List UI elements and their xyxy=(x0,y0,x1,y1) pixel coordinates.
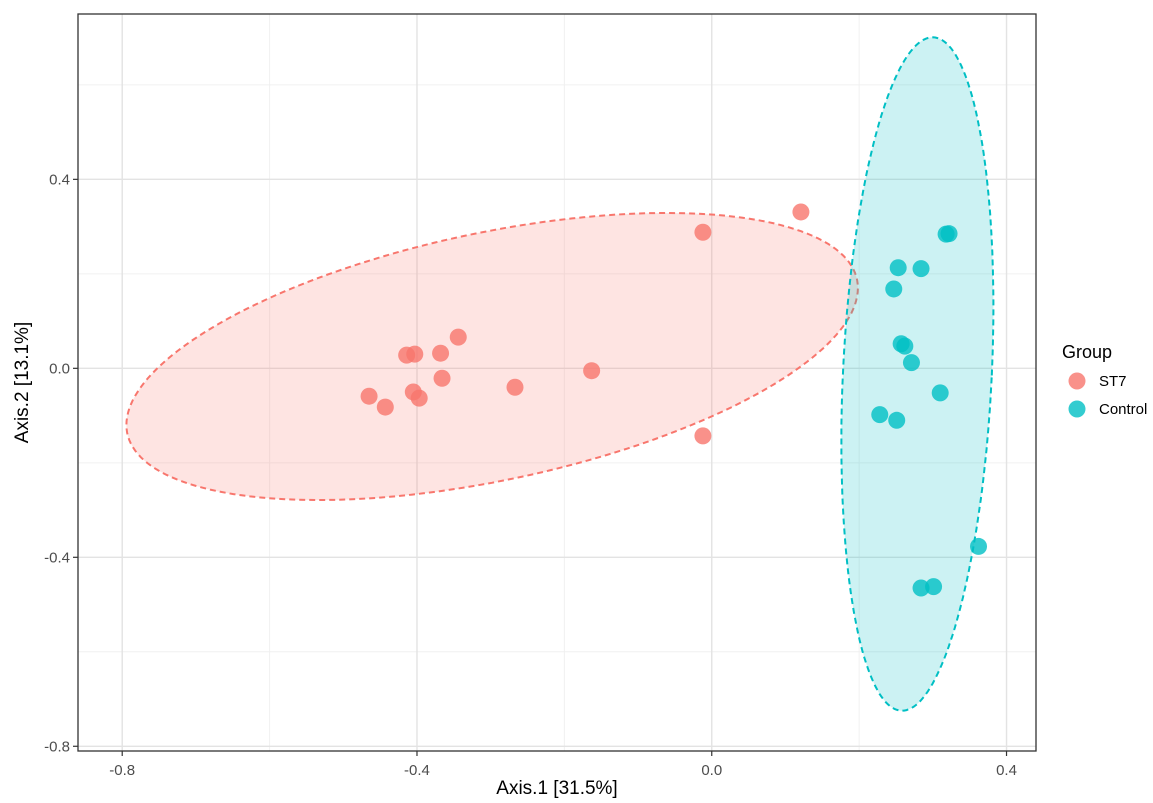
point-control xyxy=(925,578,943,596)
point-control xyxy=(896,337,914,355)
ellipse-layer xyxy=(125,36,995,712)
point-st7 xyxy=(694,223,712,241)
point-control xyxy=(912,260,930,278)
legend-label-st7: ST7 xyxy=(1099,373,1127,390)
legend-key-control xyxy=(1068,400,1086,418)
grid-layer xyxy=(78,14,1036,751)
point-control xyxy=(940,225,958,243)
point-control xyxy=(970,537,988,555)
legend-label-control: Control xyxy=(1099,401,1147,418)
y-tick-label: 0.4 xyxy=(49,171,70,188)
point-control xyxy=(912,579,930,597)
y-axis-ticks: -0.8 -0.4 0.0 0.4 xyxy=(44,171,78,755)
point-st7 xyxy=(583,362,601,380)
panel-border xyxy=(77,13,1037,752)
x-tick-label: -0.8 xyxy=(109,762,135,779)
ellipse-st7 xyxy=(125,212,859,501)
point-st7 xyxy=(792,203,810,221)
legend-key-st7 xyxy=(1068,372,1086,390)
x-axis-ticks: -0.8 -0.4 0.0 0.4 xyxy=(109,751,1017,779)
point-st7 xyxy=(449,328,467,346)
point-st7 xyxy=(432,344,450,362)
y-axis-title: Axis.2 [13.1%] xyxy=(12,322,33,443)
point-layer xyxy=(360,203,988,597)
point-st7 xyxy=(406,345,424,363)
point-st7 xyxy=(694,427,712,445)
y-tick-label: -0.8 xyxy=(44,738,70,755)
point-st7 xyxy=(410,389,428,407)
point-control xyxy=(902,354,920,372)
x-tick-label: -0.4 xyxy=(404,762,430,779)
ellipse-control xyxy=(840,36,995,712)
point-control xyxy=(889,259,907,277)
x-tick-label: 0.4 xyxy=(996,762,1017,779)
point-st7 xyxy=(506,378,524,396)
legend-items: ST7 Control xyxy=(1068,372,1147,418)
point-control xyxy=(888,411,906,429)
y-tick-label: 0.0 xyxy=(49,360,70,377)
y-tick-label: -0.4 xyxy=(44,549,70,566)
point-control xyxy=(871,406,889,424)
x-tick-label: 0.0 xyxy=(701,762,722,779)
point-st7 xyxy=(360,387,378,405)
point-st7 xyxy=(433,369,451,387)
point-control xyxy=(885,280,903,298)
legend-title: Group xyxy=(1062,342,1112,362)
point-st7 xyxy=(376,398,394,416)
point-control xyxy=(931,384,949,402)
legend: Group ST7 Control xyxy=(1062,342,1147,418)
x-axis-title: Axis.1 [31.5%] xyxy=(496,778,617,798)
